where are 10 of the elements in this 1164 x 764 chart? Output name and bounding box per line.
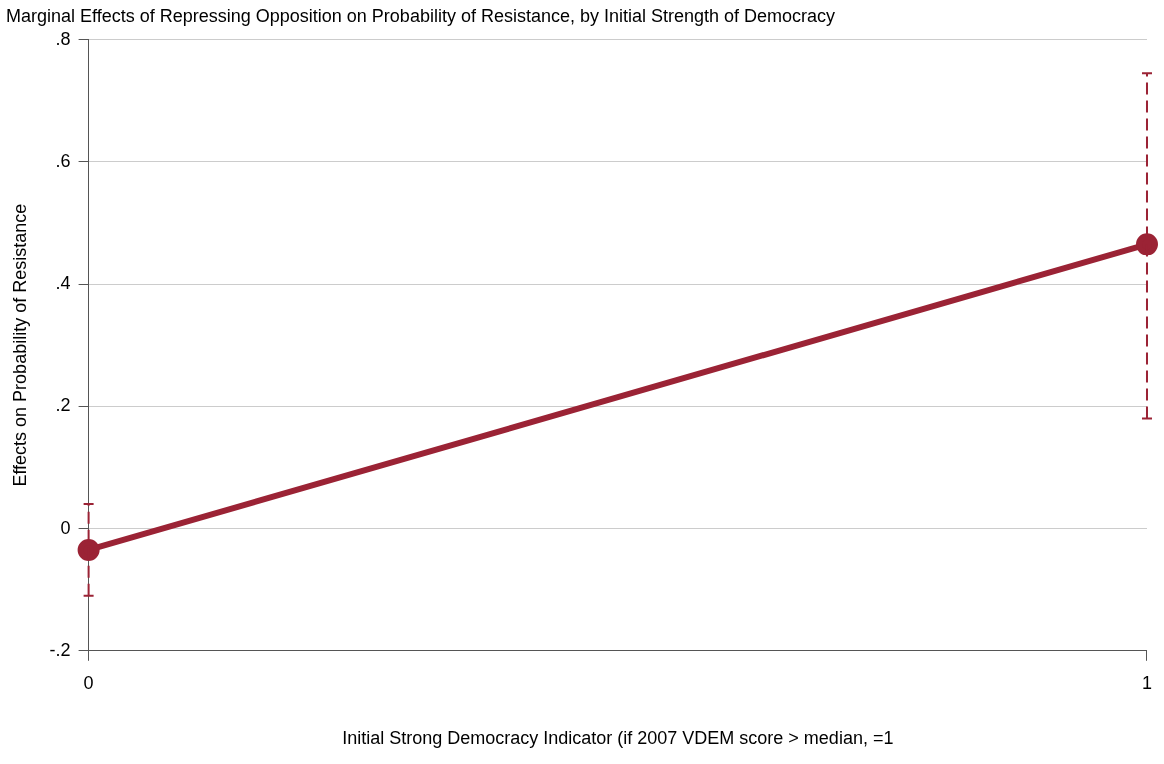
x-axis-title: Initial Strong Democracy Indicator (if 2007 VDEM score > median, =1: [342, 728, 894, 749]
y-axis-title: Effects on Probability of Resistance: [9, 203, 30, 487]
y-tick-label: .4: [55, 273, 71, 294]
y-tick-label: 0: [60, 517, 71, 538]
y-tick-label: .6: [55, 150, 71, 171]
x-tick-label: 1: [1141, 672, 1152, 693]
chart-title: Marginal Effects of Repressing Opposition on Probability of Resistance, by Initial Strength of Democracy: [6, 5, 836, 26]
y-tick-label: .2: [55, 395, 71, 416]
y-tick-label: .8: [55, 28, 71, 49]
y-tick-label: -.2: [49, 639, 71, 660]
